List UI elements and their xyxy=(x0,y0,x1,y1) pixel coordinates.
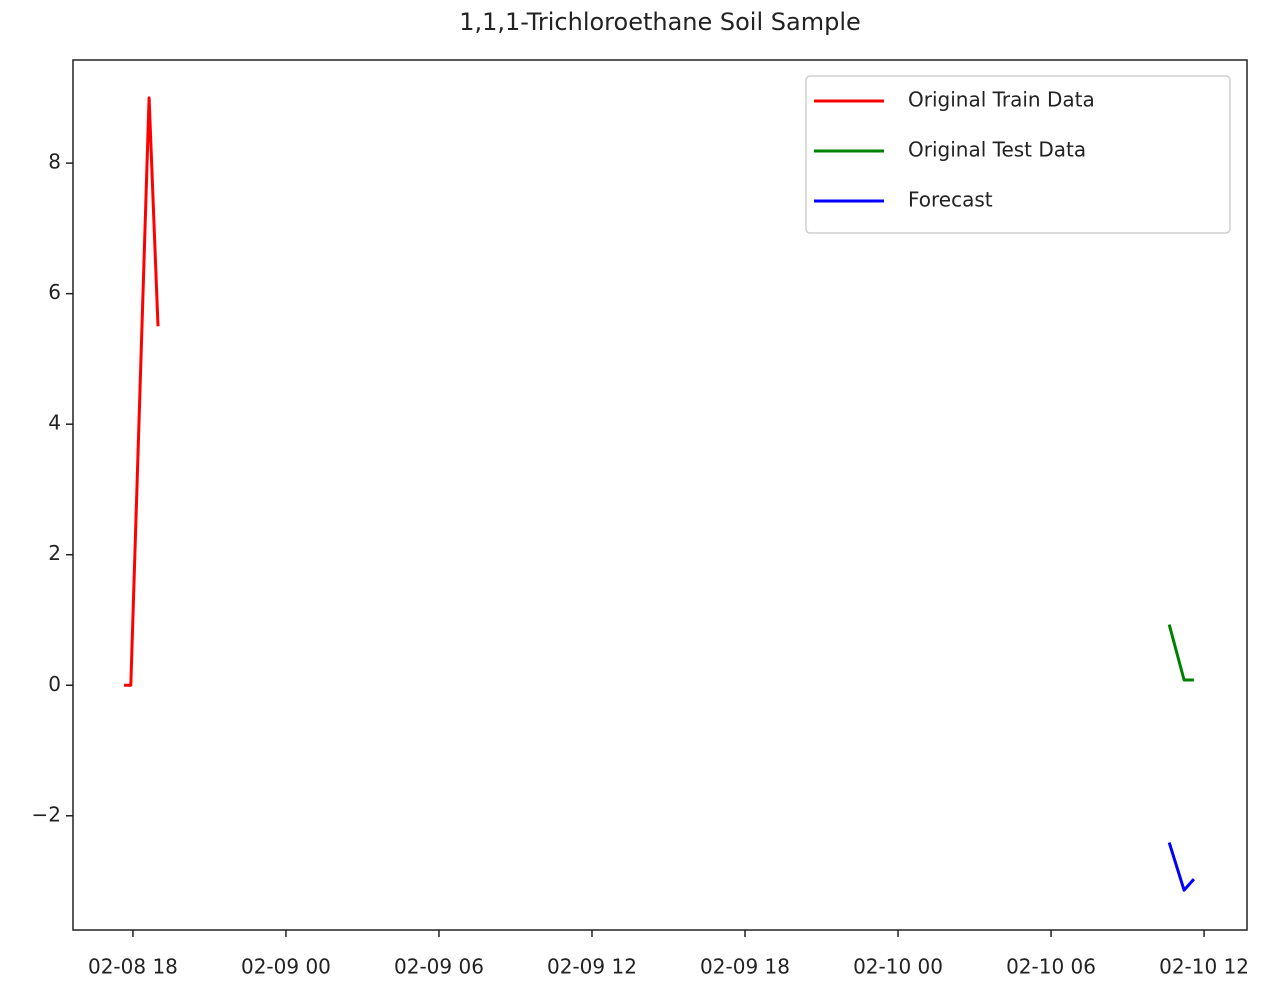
x-tick-label: 02-10 06 xyxy=(1006,955,1096,979)
x-tick-label: 02-09 12 xyxy=(547,955,637,979)
chart-title: 1,1,1-Trichloroethane Soil Sample xyxy=(459,8,861,36)
x-tick-label: 02-09 00 xyxy=(241,955,331,979)
y-tick-label: 0 xyxy=(48,672,61,696)
x-tick-label: 02-09 18 xyxy=(700,955,790,979)
x-tick-label: 02-08 18 xyxy=(88,955,178,979)
y-tick-label: −2 xyxy=(32,802,61,826)
legend-box xyxy=(805,75,1231,234)
x-tick-label: 02-10 00 xyxy=(853,955,943,979)
legend-label: Forecast xyxy=(908,188,993,212)
y-tick-label: 6 xyxy=(48,280,61,304)
y-tick-label: 4 xyxy=(48,411,61,435)
y-tick-label: 2 xyxy=(48,541,61,565)
y-tick-label: 8 xyxy=(48,150,61,174)
x-tick-label: 02-10 12 xyxy=(1159,955,1249,979)
series-line xyxy=(1167,624,1194,682)
legend-label: Original Test Data xyxy=(908,138,1086,162)
x-tick-label: 02-09 06 xyxy=(394,955,484,979)
series-line xyxy=(1167,842,1195,892)
legend-label: Original Train Data xyxy=(908,88,1095,112)
series-line xyxy=(124,96,160,687)
plot-frame xyxy=(72,59,1248,931)
